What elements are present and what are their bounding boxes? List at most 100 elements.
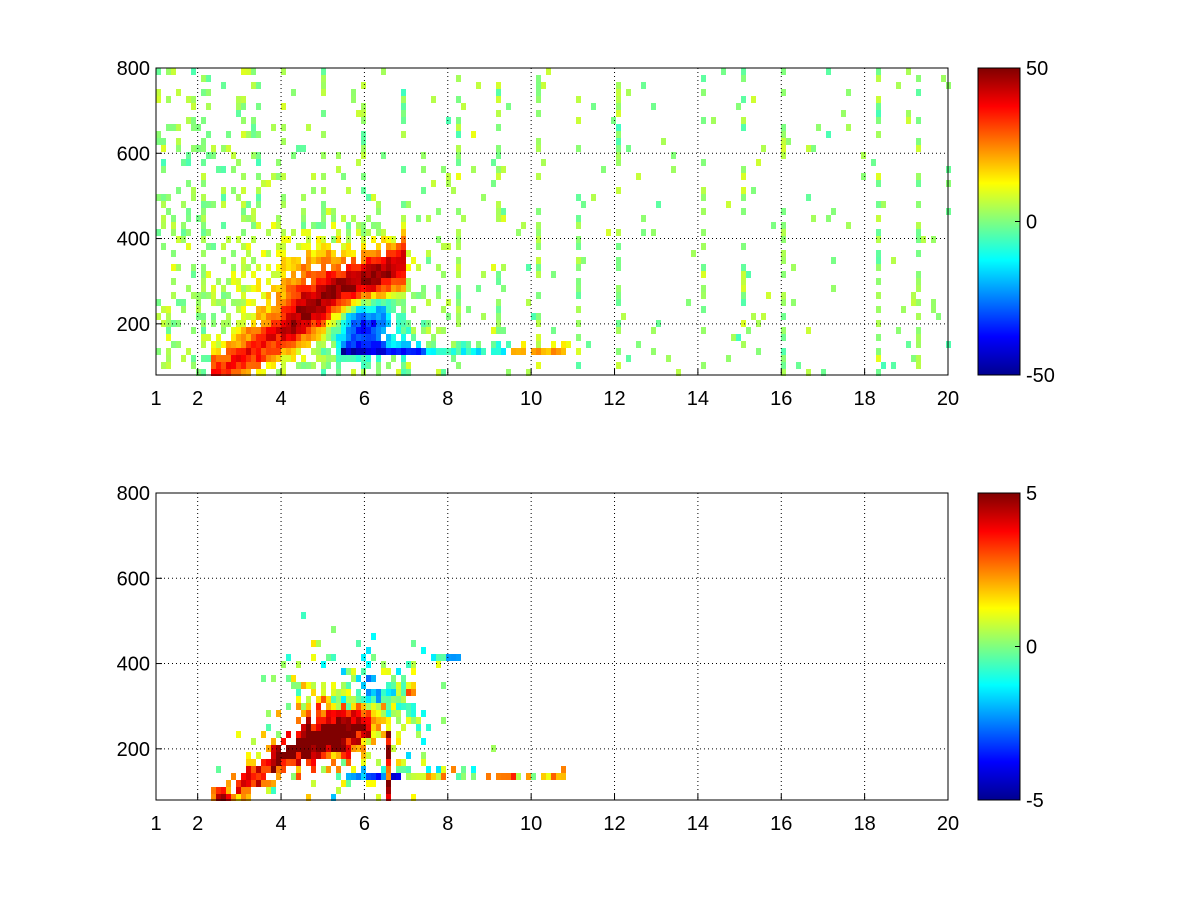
top-heatmap-cell (526, 369, 531, 376)
bottom-heatmap-cell (241, 773, 246, 780)
top-heatmap-cell (296, 257, 301, 264)
top-heatmap-cell (346, 313, 351, 320)
bottom-heatmap-cell (356, 710, 361, 717)
top-heatmap-cell (321, 341, 326, 348)
top-heatmap-cell (336, 152, 341, 159)
top-heatmap-cell (496, 201, 501, 208)
top-heatmap-cell (226, 145, 231, 152)
top-heatmap-cell (386, 250, 391, 257)
top-heatmap-cell (326, 355, 331, 362)
top-heatmap-cell (401, 110, 406, 117)
bottom-heatmap-cell (546, 773, 551, 780)
bottom-heatmap-cell (331, 724, 336, 731)
top-heatmap-cell (251, 152, 256, 159)
top-heatmap-cell (276, 355, 281, 362)
top-heatmap-cell (201, 278, 206, 285)
top-heatmap-cell (256, 194, 261, 201)
top-heatmap-cell (471, 348, 476, 355)
top-heatmap-cell (701, 117, 706, 124)
top-heatmap-cell (281, 334, 286, 341)
top-heatmap-cell (381, 236, 386, 243)
top-heatmap-cell (331, 341, 336, 348)
top-heatmap-cell (751, 187, 756, 194)
top-heatmap-cell (361, 117, 366, 124)
top-heatmap-cell (616, 243, 621, 250)
top-heatmap-cell (416, 348, 421, 355)
bottom-heatmap-cell (386, 752, 391, 759)
top-heatmap-cell (256, 369, 261, 376)
top-heatmap-cell (736, 103, 741, 110)
top-heatmap-cell (341, 306, 346, 313)
bottom-heatmap-cell (371, 703, 376, 710)
top-heatmap-cell (536, 292, 541, 299)
bottom-heatmap-cell (261, 731, 266, 738)
top-heatmap-cell (501, 285, 506, 292)
top-heatmap-cell (361, 292, 366, 299)
top-heatmap-cell (376, 313, 381, 320)
top-heatmap-cell (426, 299, 431, 306)
top-x-tick-label: 1 (150, 388, 161, 410)
top-heatmap-cell (336, 306, 341, 313)
bottom-heatmap-cell (386, 710, 391, 717)
bottom-heatmap-cell (471, 773, 476, 780)
top-heatmap-cell (356, 159, 361, 166)
top-heatmap-cell (396, 320, 401, 327)
top-heatmap-cell (401, 257, 406, 264)
bottom-heatmap-cell (371, 710, 376, 717)
top-heatmap-cell (321, 110, 326, 117)
bottom-heatmap-cell (451, 766, 456, 773)
top-heatmap-cell (361, 222, 366, 229)
top-heatmap-cell (911, 299, 916, 306)
bottom-heatmap-cell (331, 717, 336, 724)
top-heatmap-cell (421, 285, 426, 292)
bottom-heatmap-cell (376, 731, 381, 738)
top-heatmap-cell (936, 313, 941, 320)
bottom-heatmap-cell (346, 668, 351, 675)
top-heatmap-cell (701, 306, 706, 313)
top-heatmap-cell (876, 369, 881, 376)
top-heatmap-cell (361, 348, 366, 355)
top-y-tick-label: 400 (117, 229, 150, 251)
top-heatmap-cell (876, 68, 881, 75)
top-heatmap-cell (206, 334, 211, 341)
top-heatmap-cell (261, 327, 266, 334)
top-heatmap-cell (206, 89, 211, 96)
top-heatmap-cell (386, 285, 391, 292)
bottom-heatmap-cell (461, 773, 466, 780)
top-heatmap-cell (361, 250, 366, 257)
top-heatmap-cell (361, 271, 366, 278)
top-heatmap-cell (331, 264, 336, 271)
top-x-tick-label: 14 (687, 388, 709, 410)
top-heatmap-cell (351, 341, 356, 348)
top-heatmap-cell (246, 264, 251, 271)
top-heatmap-cell (351, 299, 356, 306)
bottom-heatmap-cell (416, 773, 421, 780)
top-heatmap-cell (201, 313, 206, 320)
bottom-heatmap-cell (331, 710, 336, 717)
top-heatmap-cell (806, 145, 811, 152)
top-heatmap-cell (321, 236, 326, 243)
bottom-heatmap-cell (276, 752, 281, 759)
top-heatmap-cell (291, 341, 296, 348)
top-heatmap-cell (281, 173, 286, 180)
top-heatmap-cell (306, 292, 311, 299)
bottom-heatmap-cell (406, 752, 411, 759)
bottom-heatmap-cell (301, 710, 306, 717)
top-heatmap-cell (456, 229, 461, 236)
top-heatmap-cell (391, 334, 396, 341)
top-heatmap-cell (356, 327, 361, 334)
top-heatmap-cell (916, 180, 921, 187)
top-heatmap-cell (576, 348, 581, 355)
top-heatmap-cell (916, 334, 921, 341)
top-heatmap-cell (376, 229, 381, 236)
top-heatmap-cell (166, 306, 171, 313)
top-heatmap-cell (781, 362, 786, 369)
bottom-heatmap-cell (396, 689, 401, 696)
bottom-heatmap-cell (346, 759, 351, 766)
top-heatmap-cell (496, 348, 501, 355)
top-heatmap-cell (231, 271, 236, 278)
top-heatmap-cell (516, 229, 521, 236)
top-heatmap-cell (276, 173, 281, 180)
bottom-heatmap-cell (266, 780, 271, 787)
top-heatmap-cell (311, 222, 316, 229)
